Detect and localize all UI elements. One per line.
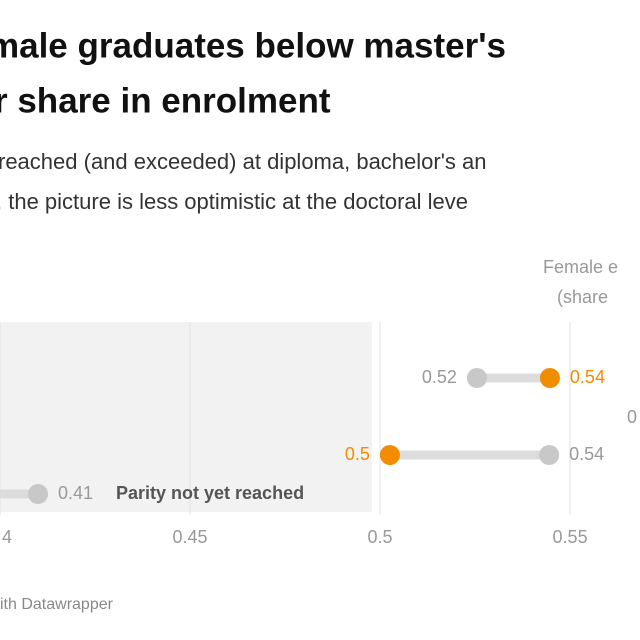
dot: [379, 445, 400, 465]
annotation: 0: [627, 407, 637, 427]
x-tick-label: 0.45: [173, 527, 208, 547]
annotation: Parity not yet reached: [116, 483, 304, 503]
x-tick-label: 4: [2, 527, 12, 547]
column-header: Female e: [543, 257, 618, 277]
subtitle-line: reached (and exceeded) at diploma, bache…: [0, 149, 487, 174]
subtitle-line: , the picture is less optimistic at the …: [0, 189, 468, 214]
value-label: 0.54: [569, 444, 604, 464]
title-line: r share in enrolment: [0, 81, 331, 120]
x-tick-label: 0.55: [553, 527, 588, 547]
dot: [539, 368, 560, 388]
title-line: male graduates below master's: [0, 26, 506, 65]
value-label: 0.5: [345, 444, 370, 464]
x-tick-label: 0.5: [368, 527, 393, 547]
dot: [28, 484, 49, 504]
dot: [539, 445, 560, 465]
dot: [466, 368, 487, 388]
value-label: 0.54: [570, 367, 605, 387]
shaded-region: [0, 322, 372, 512]
value-label: 0.52: [422, 367, 457, 387]
footer: ith Datawrapper: [0, 596, 114, 613]
column-header: (share: [557, 287, 608, 307]
value-label: 0.41: [58, 483, 93, 503]
